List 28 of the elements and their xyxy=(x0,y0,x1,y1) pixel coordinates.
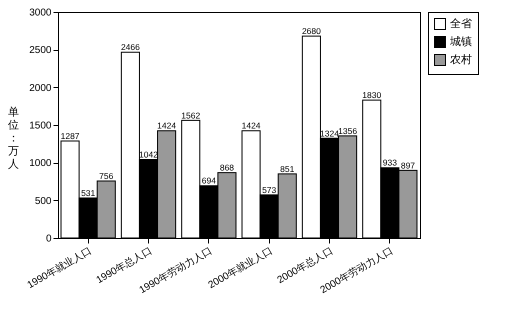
y-tick-label: 500 xyxy=(34,196,52,207)
data-label: 694 xyxy=(202,176,216,186)
legend-label: 全省 xyxy=(450,17,472,30)
data-label: 2466 xyxy=(120,42,140,52)
y-axis-title: 单位：万人 xyxy=(8,106,19,170)
y-tick-label: 0 xyxy=(46,234,52,244)
y-tick-label: 3000 xyxy=(29,8,52,18)
data-label: 531 xyxy=(81,188,96,198)
data-label: 933 xyxy=(382,158,398,168)
legend-label: 城镇 xyxy=(449,35,472,48)
data-label: 1424 xyxy=(157,120,176,131)
y-tick-label: 2000 xyxy=(29,82,52,94)
data-label: 2680 xyxy=(302,26,322,36)
data-label: 897 xyxy=(400,160,416,170)
data-label: 1424 xyxy=(242,120,261,131)
y-tick-label: 2500 xyxy=(29,45,52,56)
data-label: 573 xyxy=(262,184,277,195)
y-tick-label: 1500 xyxy=(29,120,52,132)
data-label: 868 xyxy=(220,162,234,173)
legend-label: 农村 xyxy=(450,53,472,66)
x-tick-label: 1990年就业人口 xyxy=(25,244,94,292)
data-label: 1356 xyxy=(338,126,358,136)
y-tick-label: 1000 xyxy=(29,158,52,170)
data-label: 756 xyxy=(99,171,114,182)
data-label: 1830 xyxy=(362,90,382,100)
data-label: 1287 xyxy=(60,131,80,142)
data-label: 851 xyxy=(280,164,295,174)
data-label: 1562 xyxy=(181,110,200,120)
